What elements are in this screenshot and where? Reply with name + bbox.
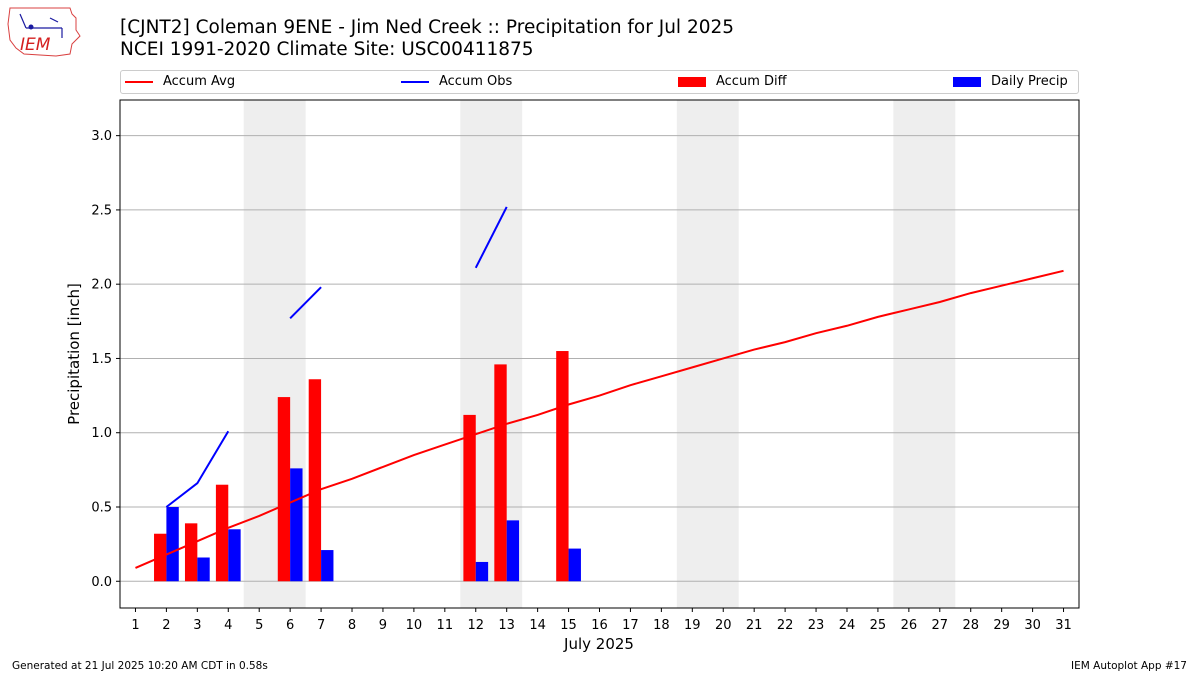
accum-diff-bar <box>277 397 291 582</box>
x-tick-label: 10 <box>406 618 423 633</box>
legend-label-accum-obs: Accum Obs <box>439 74 513 89</box>
y-axis-ticks: 0.0 0.5 1.0 1.5 2.0 2.5 3.0 <box>91 129 120 590</box>
x-axis-label: July 2025 <box>563 635 634 653</box>
legend-label-accum-diff: Accum Diff <box>716 74 787 89</box>
x-tick-label: 7 <box>317 618 325 633</box>
y-axis-label: Precipitation [inch] <box>65 283 83 425</box>
y-tick-label: 2.5 <box>91 203 112 218</box>
daily-precip-bar <box>321 550 334 582</box>
y-tick-label: 3.0 <box>91 129 112 144</box>
legend-swatch-accum-obs <box>401 80 429 83</box>
x-tick-label: 30 <box>1024 618 1041 633</box>
legend-item-accum-diff: Accum Diff <box>678 74 787 89</box>
weekend-band <box>893 100 956 608</box>
x-tick-label: 16 <box>591 618 608 633</box>
accum-obs-line <box>165 430 230 508</box>
accum-diff-bar <box>184 523 198 582</box>
legend-swatch-accum-avg <box>125 80 153 83</box>
x-tick-label: 27 <box>932 618 949 633</box>
x-tick-label: 2 <box>162 618 170 633</box>
lines <box>135 206 1064 569</box>
daily-precip-bar <box>228 529 241 582</box>
legend-item-accum-obs: Accum Obs <box>401 74 512 89</box>
daily-precip-bar <box>568 548 581 582</box>
x-tick-label: 29 <box>993 618 1010 633</box>
x-tick-label: 21 <box>746 618 763 633</box>
weekend-shading <box>243 100 956 608</box>
x-tick-label: 3 <box>193 618 201 633</box>
iem-logo: IEM <box>6 4 82 60</box>
y-tick-label: 0.5 <box>91 500 112 515</box>
y-tick-label: 0.0 <box>91 575 112 590</box>
x-tick-label: 9 <box>379 618 387 633</box>
x-axis-ticks: 1 2 3 4 5 6 7 8 9 10 11 12 13 14 15 16 17 18 19 20 21 22 23 24 2… <box>131 608 1072 633</box>
chart-title-block: [CJNT2] Coleman 9ENE - Jim Ned Creek :: … <box>120 17 734 61</box>
x-tick-label: 26 <box>901 618 918 633</box>
y-tick-label: 1.0 <box>91 426 112 441</box>
footer-generated: Generated at 21 Jul 2025 10:20 AM CDT in… <box>12 660 268 672</box>
x-tick-label: 1 <box>131 618 139 633</box>
x-tick-label: 4 <box>224 618 232 633</box>
x-tick-label: 13 <box>498 618 515 633</box>
daily-precip-bar <box>506 520 520 582</box>
accum-obs-line <box>474 206 508 269</box>
x-tick-label: 22 <box>777 618 794 633</box>
accum-diff-bar <box>215 484 229 582</box>
weekend-band <box>676 100 739 608</box>
accum-diff-bar <box>494 364 507 582</box>
accum-diff-bar <box>463 414 476 582</box>
chart-title: [CJNT2] Coleman 9ENE - Jim Ned Creek :: … <box>120 17 735 38</box>
x-tick-label: 23 <box>808 618 825 633</box>
x-tick-label: 20 <box>715 618 732 633</box>
x-tick-label: 24 <box>839 618 856 633</box>
x-tick-label: 18 <box>653 618 670 633</box>
y-tick-label: 2.0 <box>91 278 112 293</box>
x-tick-label: 12 <box>467 618 484 633</box>
x-tick-label: 5 <box>255 618 263 633</box>
x-tick-label: 6 <box>286 618 294 633</box>
x-tick-label: 8 <box>348 618 356 633</box>
y-tick-label: 1.5 <box>91 352 112 367</box>
logo-text: IEM <box>20 35 51 55</box>
x-tick-label: 17 <box>622 618 639 633</box>
legend-swatch-accum-diff <box>678 76 706 87</box>
accum-avg-line <box>135 269 1064 569</box>
x-tick-label: 31 <box>1055 618 1072 633</box>
legend-item-accum-avg: Accum Avg <box>125 74 235 89</box>
x-tick-label: 19 <box>684 618 701 633</box>
footer-app: IEM Autoplot App #17 <box>1071 660 1187 672</box>
daily-precip-bar <box>166 506 179 582</box>
accum-diff-bar <box>556 351 569 582</box>
x-tick-label: 14 <box>529 618 546 633</box>
daily-precip-bar <box>197 557 210 582</box>
accum-diff-bar <box>308 379 322 582</box>
x-tick-label: 28 <box>962 618 979 633</box>
legend-swatch-daily-precip <box>953 76 981 87</box>
daily-precip-bar <box>475 561 489 582</box>
legend-label-accum-avg: Accum Avg <box>163 74 236 89</box>
legend-label-daily-precip: Daily Precip <box>991 74 1068 89</box>
accum-obs-line <box>289 286 322 320</box>
bars <box>154 351 581 582</box>
x-tick-label: 25 <box>870 618 887 633</box>
x-tick-label: 15 <box>560 618 577 633</box>
chart-legend: Accum Avg Accum Obs Accum Diff Daily Pre… <box>120 70 1079 94</box>
legend-item-daily-precip: Daily Precip <box>953 74 1068 89</box>
daily-precip-bar <box>290 468 303 582</box>
x-tick-label: 11 <box>437 618 454 633</box>
chart-subtitle: NCEI 1991-2020 Climate Site: USC00411875 <box>120 39 534 60</box>
